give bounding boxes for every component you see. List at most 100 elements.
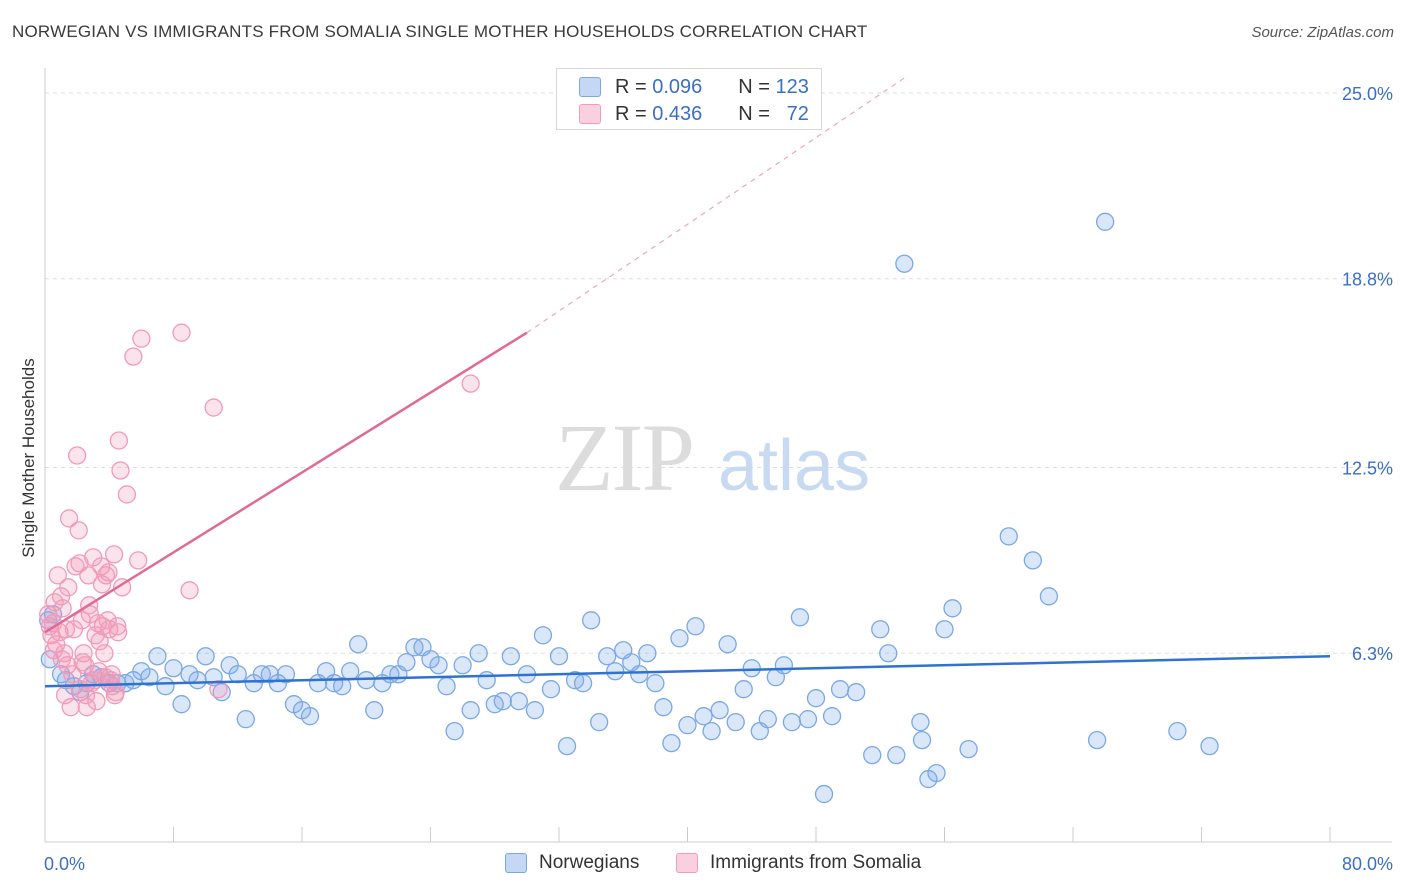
data-point — [477, 671, 496, 690]
data-point — [670, 629, 689, 648]
data-point — [1087, 730, 1107, 750]
data-point — [300, 707, 320, 726]
data-point — [686, 617, 705, 636]
data-point — [55, 686, 75, 705]
legend-swatch-somalia — [676, 853, 698, 873]
grid-lines — [45, 92, 1392, 654]
data-point — [204, 398, 223, 417]
data-point — [453, 656, 472, 675]
data-point — [806, 689, 826, 708]
n-label: N = — [738, 75, 770, 98]
stats-legend: R = 0.096 N = 123 R = 0.436 N = 72 — [556, 68, 822, 130]
data-point — [863, 745, 882, 765]
data-point — [573, 674, 593, 693]
data-point — [912, 730, 932, 750]
data-point — [445, 721, 464, 741]
data-point — [501, 647, 520, 666]
series-norwegians — [39, 212, 1219, 804]
source-label: Source: ZipAtlas.com — [1251, 24, 1394, 41]
data-point — [209, 680, 228, 699]
y-axis-label: Single Mother Households — [19, 358, 38, 557]
series-somalia — [39, 323, 480, 717]
data-point — [96, 566, 116, 585]
data-point — [61, 698, 80, 717]
data-point — [104, 545, 124, 564]
data-point — [533, 626, 553, 645]
data-point — [117, 485, 137, 504]
data-point — [132, 329, 151, 348]
watermark-zip: ZIP — [555, 404, 693, 511]
data-point — [108, 617, 127, 636]
data-point — [911, 713, 930, 732]
data-point — [156, 677, 175, 696]
data-point — [959, 739, 978, 759]
data-point — [357, 671, 376, 690]
data-point — [164, 659, 183, 678]
y-tick-label: 6.3% — [1352, 644, 1393, 664]
data-point — [525, 701, 545, 720]
data-point — [44, 641, 63, 660]
data-point — [646, 674, 665, 693]
data-point — [734, 680, 753, 699]
data-point — [678, 716, 697, 735]
data-point — [461, 374, 480, 393]
data-point — [549, 647, 569, 666]
data-point — [702, 721, 721, 741]
data-point — [86, 626, 105, 645]
stats-row-somalia: R = 0.436 N = 72 — [579, 101, 809, 127]
data-point — [742, 659, 761, 678]
data-point — [429, 656, 448, 675]
data-point — [63, 665, 82, 684]
r-value: 0.096 — [652, 75, 703, 98]
data-point — [662, 733, 681, 753]
y-tick-label: 25.0% — [1342, 84, 1393, 104]
data-point — [774, 656, 794, 675]
x-tick-label: 80.0% — [1342, 854, 1393, 874]
data-point — [180, 581, 199, 600]
data-point — [102, 665, 121, 684]
y-tick-label: 18.8% — [1342, 270, 1393, 290]
data-point — [694, 707, 713, 726]
data-point — [830, 680, 850, 699]
data-point — [92, 557, 111, 576]
data-point — [111, 461, 130, 480]
data-point — [557, 736, 577, 756]
data-point — [236, 710, 255, 729]
data-point — [822, 707, 842, 726]
data-point — [53, 599, 72, 618]
legend-item-norwegians[interactable]: Norwegians — [505, 852, 639, 874]
axes — [44, 68, 1392, 843]
stats-row-norwegians: R = 0.096 N = 123 — [579, 74, 809, 100]
watermark: ZIP atlas — [555, 404, 870, 511]
data-point — [129, 551, 148, 570]
r-label: R = — [615, 75, 647, 98]
data-point — [365, 701, 384, 720]
data-point — [67, 446, 87, 465]
data-point — [349, 635, 368, 654]
data-point — [935, 620, 954, 639]
data-point — [493, 692, 512, 711]
watermark-atlas: atlas — [718, 426, 870, 506]
data-point — [847, 683, 866, 702]
data-point — [1168, 721, 1187, 741]
n-label: N = — [738, 102, 770, 125]
data-point — [148, 647, 167, 666]
data-point — [341, 662, 360, 681]
data-point — [73, 653, 92, 672]
data-point — [95, 644, 114, 663]
data-point — [782, 713, 802, 732]
data-point — [461, 701, 480, 720]
data-point — [871, 620, 890, 639]
data-point — [70, 554, 89, 573]
data-point — [109, 431, 129, 450]
data-point — [228, 665, 247, 684]
swatch-norwegians — [579, 77, 601, 97]
y-tick-label: 12.5% — [1342, 458, 1393, 478]
legend-item-somalia[interactable]: Immigrants from Somalia — [676, 852, 921, 874]
data-point — [437, 677, 456, 696]
legend-label-somalia: Immigrants from Somalia — [710, 852, 922, 873]
trend-line — [44, 331, 528, 634]
data-point — [276, 665, 296, 684]
data-point — [718, 635, 737, 654]
data-point — [999, 527, 1018, 546]
